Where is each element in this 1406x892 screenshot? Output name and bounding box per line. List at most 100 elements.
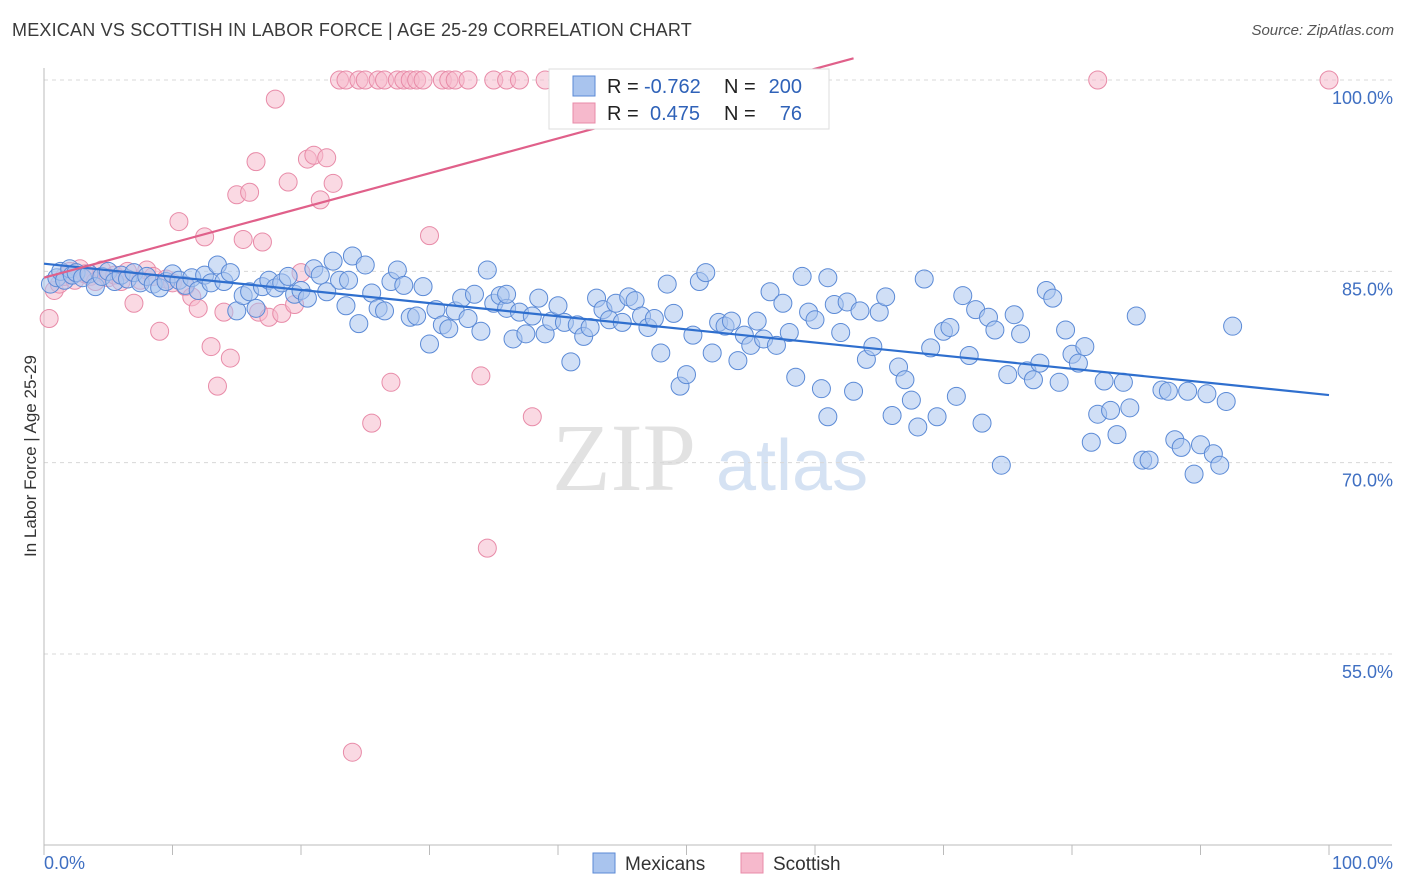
watermark-zip: ZIP — [552, 404, 696, 511]
mexicans-point — [766, 335, 786, 355]
mexicans-point — [651, 343, 671, 363]
mexicans-point — [657, 274, 677, 294]
scottish-point — [188, 298, 208, 318]
mexicans-point — [1101, 400, 1121, 420]
mexicans-point — [850, 301, 870, 321]
scottish-point — [169, 212, 189, 232]
mexicans-trend-line — [43, 262, 1330, 397]
mexicans-point — [779, 323, 799, 343]
mexicans-point — [927, 407, 947, 427]
mexicans-point — [1178, 381, 1198, 401]
mexicans-point — [497, 284, 517, 304]
mexicans-point — [1023, 370, 1043, 390]
scottish-point — [246, 152, 266, 172]
mexicans-point — [548, 296, 568, 316]
mexicans-point — [1139, 450, 1159, 470]
mexicans-point — [1004, 305, 1024, 325]
mexicans-point — [349, 314, 369, 334]
scottish-point — [317, 148, 337, 168]
mexicans-point — [477, 260, 497, 280]
mexicans-point — [908, 417, 928, 437]
stats-legend-box — [548, 68, 830, 130]
mexicans-point — [664, 303, 684, 323]
mexicans-point — [1075, 337, 1095, 357]
mexicans-point — [1126, 306, 1146, 326]
gridlines — [44, 79, 1392, 655]
y-axis-title: In Labor Force | Age 25-29 — [21, 355, 40, 557]
y-tick-label: 100.0% — [1332, 88, 1393, 108]
mexicans-point — [959, 346, 979, 366]
mexicans-point — [985, 320, 1005, 340]
bottom-legend-label-scottish: Scottish — [773, 854, 841, 875]
mexicans-point — [972, 413, 992, 433]
mexicans-point — [516, 324, 536, 344]
mexicans-point — [464, 284, 484, 304]
legend-n-label-scottish: N = — [724, 103, 756, 125]
scottish-point — [201, 337, 221, 357]
mexicans-point — [439, 319, 459, 339]
y-tick-label: 85.0% — [1342, 279, 1393, 299]
scottish-point — [252, 232, 272, 252]
mexicans-point — [946, 386, 966, 406]
mexicans-point — [1171, 437, 1191, 457]
chart-title: MEXICAN VS SCOTTISH IN LABOR FORCE | AGE… — [12, 20, 692, 40]
x-tick-label-min: 0.0% — [44, 853, 85, 873]
mexicans-point — [355, 255, 375, 275]
scottish-point — [39, 309, 59, 329]
mexicans-point — [1158, 381, 1178, 401]
mexicans-point — [644, 309, 664, 329]
mexicans-point — [522, 306, 542, 326]
mexicans-point — [1043, 288, 1063, 308]
mexicans-point — [297, 288, 317, 308]
mexicans-point — [339, 270, 359, 290]
mexicans-point — [805, 310, 825, 330]
scottish-point — [381, 372, 401, 392]
mexicans-point — [882, 405, 902, 425]
scottish-point — [1088, 70, 1108, 90]
mexicans-point — [921, 338, 941, 358]
mexicans-point — [561, 352, 581, 372]
mexicans-point — [413, 277, 433, 297]
mexicans-point — [818, 268, 838, 288]
scottish-point — [342, 742, 362, 762]
mexicans-point — [1049, 372, 1069, 392]
mexicans-point — [811, 379, 831, 399]
scottish-point — [265, 89, 285, 109]
mexicans-point — [747, 311, 767, 331]
mexicans-point — [1011, 324, 1031, 344]
scottish-point — [362, 413, 382, 433]
mexicans-point — [895, 370, 915, 390]
watermark-atlas: atlas — [716, 426, 868, 506]
mexicans-point — [792, 266, 812, 286]
mexicans-point — [914, 269, 934, 289]
scottish-point — [509, 70, 529, 90]
mexicans-point — [529, 288, 549, 308]
mexicans-point — [953, 286, 973, 306]
mexicans-point — [818, 407, 838, 427]
x-ticks — [43, 845, 1330, 855]
scottish-point — [458, 70, 478, 90]
mexicans-point — [375, 301, 395, 321]
mexicans-point — [1216, 391, 1236, 411]
mexicans-point — [1081, 432, 1101, 452]
mexicans-point — [1094, 371, 1114, 391]
mexicans-point — [1120, 398, 1140, 418]
mexicans-point — [721, 311, 741, 331]
legend-swatch-mexicans — [572, 75, 596, 97]
series-legend: Mexicans Scottish — [592, 852, 841, 875]
mexicans-point — [696, 263, 716, 283]
mexicans-point — [863, 337, 883, 357]
mexicans-point — [1223, 316, 1243, 336]
source-credit: Source: ZipAtlas.com — [1251, 22, 1394, 39]
mexicans-point — [220, 263, 240, 283]
scottish-point — [323, 173, 343, 193]
mexicans-point — [760, 282, 780, 302]
y-tick-label: 55.0% — [1342, 662, 1393, 682]
mexicans-point — [246, 298, 266, 318]
mexicans-point — [1210, 455, 1230, 475]
scottish-point — [477, 538, 497, 558]
scottish-point — [240, 182, 260, 202]
mexicans-point — [677, 365, 696, 385]
stats-legend: R = -0.762 N = 200 R = 0.475 N = 76 — [548, 68, 830, 130]
